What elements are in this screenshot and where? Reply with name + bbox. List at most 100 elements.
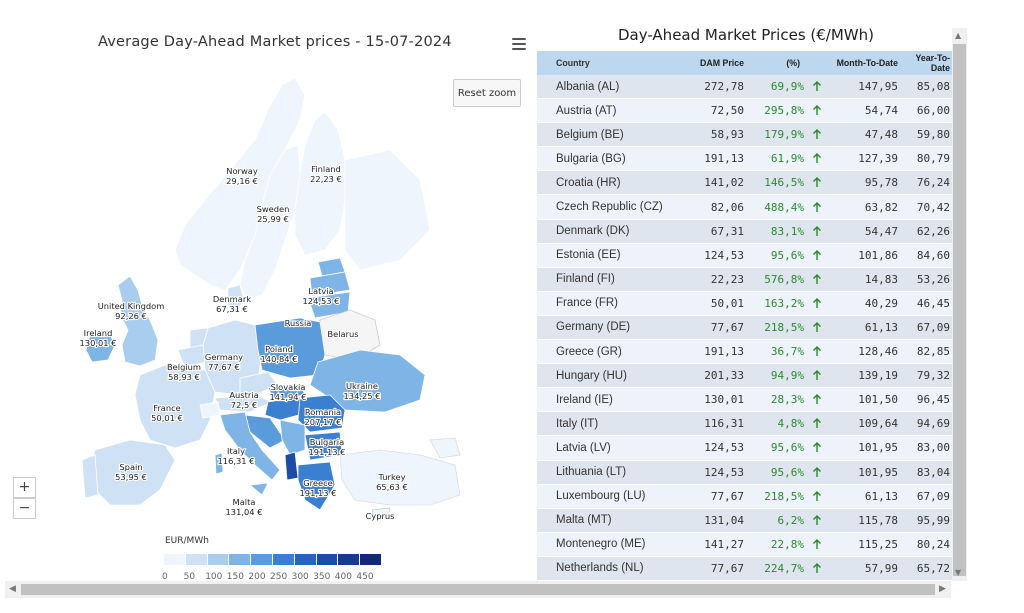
col-header-mtd[interactable]: Month-To-Date [836,58,898,68]
cell-ytd: 83,00 [916,441,950,455]
cell-percent: 83,1% [746,225,826,238]
cell-percent: 224,7% [746,562,826,575]
cell-country: Ireland (IE) [556,393,613,406]
cell-country: Bulgaria (BG) [556,152,626,165]
zoom-out-button[interactable]: − [13,498,36,519]
map-label-belarus: Belarus [327,329,358,339]
cell-mtd: 95,78 [864,176,898,190]
cell-dam-price: 201,33 [704,369,744,383]
cell-country: Croatia (HR) [556,176,621,189]
cell-ytd: 67,09 [916,320,950,334]
cell-dam-price: 191,13 [704,152,744,166]
legend-swatch [251,554,273,565]
zoom-in-button[interactable]: + [13,477,36,498]
cell-mtd: 115,78 [858,513,898,527]
cell-percent: 4,8% [746,417,826,430]
map-label-norway: Norway [226,166,258,176]
scroll-left-arrow-icon[interactable]: ◀ [9,584,16,594]
map-value-slovakia: 141,94 € [270,392,307,402]
map-label-turkey: Turkey [377,472,405,482]
up-arrow-icon [813,490,821,501]
legend-tick: 0 [162,572,168,582]
cell-mtd: 128,46 [858,345,898,359]
cell-dam-price: 72,50 [710,104,744,118]
hamburger-menu-icon[interactable] [512,38,526,52]
map-label-denmark: Denmark [213,294,251,304]
cell-country: Latvia (LV) [556,441,611,454]
cell-mtd: 101,50 [858,393,898,407]
cell-ytd: 67,09 [916,489,950,503]
scroll-up-arrow-icon[interactable]: ▲ [955,31,962,40]
legend-swatch [185,554,208,565]
table-row: France (FR) 50,01 163,2% 40,29 46,45 [537,291,952,316]
map-value-ireland: 130,01 € [80,338,117,348]
table-row: Italy (IT) 116,31 4,8% 109,64 94,69 [537,412,952,437]
up-arrow-icon [813,442,821,453]
cell-dam-price: 131,04 [704,513,744,527]
map-region-france [134,364,216,449]
up-arrow-icon [813,81,821,92]
table-row: Malta (MT) 131,04 6,2% 115,78 95,99 [537,508,952,533]
cell-country: Montenegro (ME) [556,538,646,551]
legend-swatch [338,554,361,565]
cell-dam-price: 191,13 [704,345,744,359]
percent-value: 95,6% [770,441,804,455]
map-value-spain: 53,95 € [115,472,147,482]
map-label-greece: Greece [303,478,333,488]
map-value-romania: 207,17 € [305,417,342,427]
cell-ytd: 53,26 [916,272,950,286]
up-arrow-icon [813,514,821,525]
map-value-france: 50,01 € [151,413,183,423]
up-arrow-icon [813,177,821,188]
vertical-scroll-thumb[interactable] [953,44,966,576]
map-region-latvia [309,271,351,297]
col-header-ytd[interactable]: Year-To-Date [915,53,950,73]
cell-dam-price: 77,67 [710,320,744,334]
cell-dam-price: 82,06 [710,200,744,214]
cell-ytd: 82,85 [916,345,950,359]
cell-ytd: 66,00 [916,104,950,118]
table-row: Bulgaria (BG) 191,13 61,9% 127,39 80,79 [537,147,952,172]
table-row: Greece (GR) 191,13 36,7% 128,46 82,85 [537,340,952,365]
cell-ytd: 83,04 [916,465,950,479]
scroll-right-arrow-icon[interactable]: ▶ [939,584,946,594]
cell-mtd: 14,83 [864,272,898,286]
table-row: Latvia (LV) 124,53 95,6% 101,95 83,00 [537,436,952,461]
col-header-dam-price[interactable]: DAM Price [700,58,744,68]
cell-dam-price: 124,53 [704,465,744,479]
horizontal-scroll-thumb[interactable] [21,584,935,595]
map-value-denmark: 67,31 € [216,304,248,314]
map-region-sweden [239,144,301,301]
up-arrow-icon [813,418,821,429]
col-header-country[interactable]: Country [556,58,590,68]
cell-mtd: 147,95 [858,80,898,94]
cell-mtd: 61,13 [864,489,898,503]
percent-value: 22,8% [770,537,804,551]
reset-zoom-button[interactable]: Reset zoom [453,79,521,107]
map-label-bulgaria: Bulgaria [310,437,344,447]
map-region-romania [297,394,346,433]
cell-ytd: 62,26 [916,224,950,238]
up-arrow-icon [813,466,821,477]
col-header-percent[interactable]: (%) [786,58,800,68]
cell-ytd: 59,80 [916,128,950,142]
map-label-italy: Italy [227,446,245,456]
cell-country: Finland (FI) [556,273,615,286]
horizontal-scrollbar[interactable]: ◀ ▶ [5,581,951,598]
cell-percent: 295,8% [746,104,826,117]
map-value-ukraine: 134,25 € [344,391,381,401]
map-label-cyprus: Cyprus [366,511,395,521]
vertical-scrollbar[interactable]: ▲ ▼ [952,28,967,581]
up-arrow-icon [813,273,821,284]
cell-dam-price: 22,23 [710,272,744,286]
cell-percent: 95,6% [746,466,826,479]
cell-dam-price: 77,67 [710,561,744,575]
map-title: Average Day-Ahead Market prices - 15-07-… [98,34,452,50]
scroll-down-arrow-icon[interactable]: ▼ [955,568,962,577]
legend-tick: 300 [291,572,309,582]
cell-dam-price: 130,01 [704,393,744,407]
cell-country: Luxembourg (LU) [556,490,646,503]
cell-country: Austria (AT) [556,104,617,117]
table-row: Germany (DE) 77,67 218,5% 61,13 67,09 [537,315,952,341]
